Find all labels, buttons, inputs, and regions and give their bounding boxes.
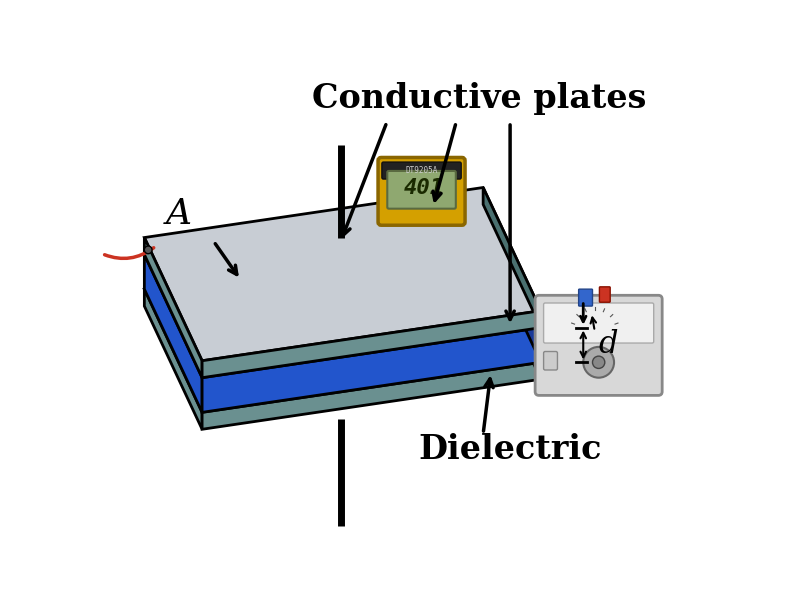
Polygon shape [202,311,541,377]
FancyBboxPatch shape [378,157,465,225]
Polygon shape [483,187,541,328]
Polygon shape [144,187,541,361]
Polygon shape [483,205,541,362]
Circle shape [593,356,605,368]
Text: d: d [598,329,618,361]
Polygon shape [144,238,202,377]
FancyBboxPatch shape [599,287,610,302]
Polygon shape [144,239,541,412]
Polygon shape [202,362,541,429]
Polygon shape [202,328,541,412]
Text: A: A [166,197,192,232]
Polygon shape [144,289,202,429]
FancyBboxPatch shape [387,171,456,209]
FancyBboxPatch shape [535,295,662,395]
Text: Dielectric: Dielectric [418,433,602,466]
FancyBboxPatch shape [543,352,558,370]
FancyBboxPatch shape [543,303,654,343]
Circle shape [144,246,152,254]
Polygon shape [483,239,541,379]
FancyBboxPatch shape [382,162,462,179]
Text: Conductive plates: Conductive plates [312,82,646,115]
Text: 401: 401 [404,178,444,197]
Circle shape [583,347,614,377]
FancyBboxPatch shape [578,289,593,306]
Polygon shape [144,254,202,412]
Text: DT9205A: DT9205A [406,166,438,175]
